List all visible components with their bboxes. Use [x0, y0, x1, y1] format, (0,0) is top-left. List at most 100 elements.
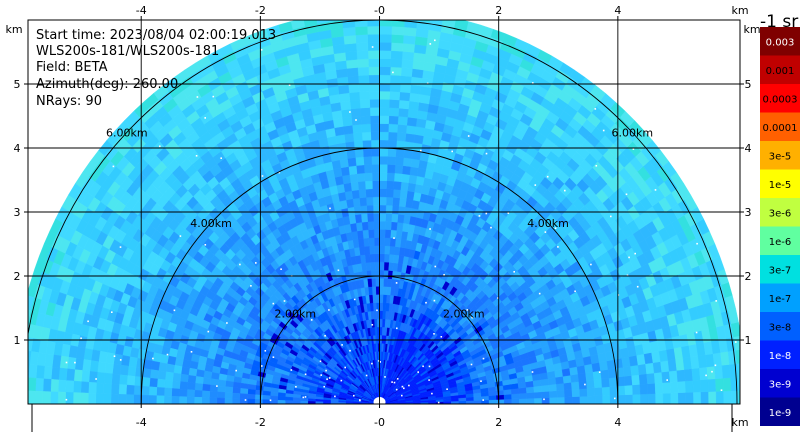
- missing-gate: [393, 237, 395, 239]
- radar-cell: [368, 66, 380, 76]
- missing-gate: [574, 290, 576, 293]
- radar-cell: [534, 397, 543, 404]
- radar-cell: [269, 399, 278, 404]
- radar-cell: [670, 392, 679, 404]
- radar-cell: [201, 397, 210, 404]
- missing-gate: [288, 84, 291, 86]
- radar-cell: [388, 253, 395, 263]
- radar-cell: [379, 50, 392, 60]
- radar-cell: [379, 123, 389, 133]
- radar-cell: [361, 131, 372, 141]
- radar-cell: [356, 58, 369, 68]
- radar-cell: [89, 360, 99, 373]
- radar-cell: [172, 372, 182, 382]
- radar-cell: [141, 385, 150, 396]
- missing-gate: [428, 365, 431, 368]
- radar-cell: [609, 394, 619, 404]
- radar-cell: [622, 365, 632, 377]
- radar-cell: [556, 382, 565, 391]
- missing-gate: [119, 246, 122, 248]
- radar-cell: [363, 156, 372, 166]
- radar-cell: [602, 395, 611, 404]
- missing-gate: [353, 394, 355, 397]
- missing-gate: [371, 324, 374, 326]
- radar-cell: [336, 76, 349, 87]
- radar-cell: [186, 396, 195, 404]
- missing-gate: [355, 119, 357, 121]
- radar-cell: [398, 107, 409, 118]
- radar-cell: [118, 393, 127, 404]
- radar-cell: [384, 245, 391, 255]
- radar-cell: [347, 75, 359, 85]
- radar-cell: [95, 382, 105, 394]
- radar-cell: [564, 389, 573, 398]
- radar-cell: [284, 400, 293, 404]
- radar-cell: [42, 391, 51, 404]
- radar-cell: [382, 302, 387, 312]
- x-tick-bottom-label: -0: [374, 416, 385, 429]
- radar-cell: [373, 229, 380, 238]
- radar-cell: [374, 253, 380, 263]
- radar-cell: [370, 261, 376, 271]
- missing-gate: [429, 228, 431, 230]
- missing-gate: [403, 387, 405, 390]
- missing-gate: [212, 95, 215, 98]
- radar-cell: [370, 139, 380, 149]
- radar-cell: [43, 365, 53, 380]
- radar-cell: [369, 98, 380, 108]
- radar-cell: [660, 360, 670, 373]
- missing-gate: [513, 271, 515, 273]
- radar-cell: [379, 269, 385, 279]
- y-unit-right: km: [743, 23, 760, 36]
- radar-cell: [706, 365, 716, 380]
- radar-cell: [369, 107, 380, 116]
- radar-cell: [171, 380, 181, 390]
- info-start-time: Start time: 2023/08/04 02:00:19.013: [36, 28, 276, 43]
- radar-cell: [511, 398, 520, 404]
- y-tick-right-label: 3: [745, 206, 752, 219]
- radar-cell: [526, 392, 535, 399]
- radar-data: [13, 10, 740, 404]
- radar-cell: [50, 379, 59, 393]
- radar-cell: [617, 394, 626, 404]
- missing-gate: [720, 389, 723, 391]
- radar-cell: [354, 10, 367, 19]
- radar-cell: [173, 364, 183, 375]
- radar-cell: [209, 397, 218, 404]
- radar-cell: [390, 58, 403, 68]
- missing-gate: [666, 379, 668, 381]
- x-axis-bottom: -4 -2 -0 2 4: [31, 404, 733, 432]
- radar-cell: [730, 390, 740, 404]
- radar-cell: [608, 376, 618, 387]
- radar-cell: [399, 189, 408, 200]
- radar-cell: [156, 378, 166, 389]
- radar-cell: [386, 180, 395, 190]
- y-tick-left-label: 2: [14, 270, 21, 283]
- radar-cell: [668, 370, 678, 383]
- radar-cell: [13, 390, 21, 404]
- missing-gate: [478, 215, 481, 217]
- missing-gate: [337, 269, 340, 272]
- radar-cell: [125, 394, 135, 404]
- radar-cell: [662, 392, 671, 404]
- radar-cell: [667, 359, 678, 372]
- radar-cell: [356, 172, 366, 183]
- radar-cell: [556, 396, 566, 404]
- missing-gate: [226, 322, 228, 324]
- missing-gate: [446, 388, 448, 390]
- radar-cell: [367, 42, 380, 51]
- radar-cell: [262, 394, 271, 401]
- radar-cell: [358, 188, 367, 199]
- radar-cell: [593, 378, 603, 389]
- radar-cell: [284, 396, 294, 401]
- radar-cell: [379, 33, 392, 43]
- missing-gate: [159, 145, 161, 148]
- radar-cell: [349, 99, 361, 110]
- missing-gate: [376, 309, 378, 312]
- radar-cell: [366, 20, 380, 27]
- ring-label-left: 6.00km: [106, 126, 148, 139]
- radar-cell: [171, 388, 180, 397]
- missing-gate: [425, 301, 427, 304]
- radar-cell: [103, 393, 112, 404]
- radar-cell: [142, 368, 152, 379]
